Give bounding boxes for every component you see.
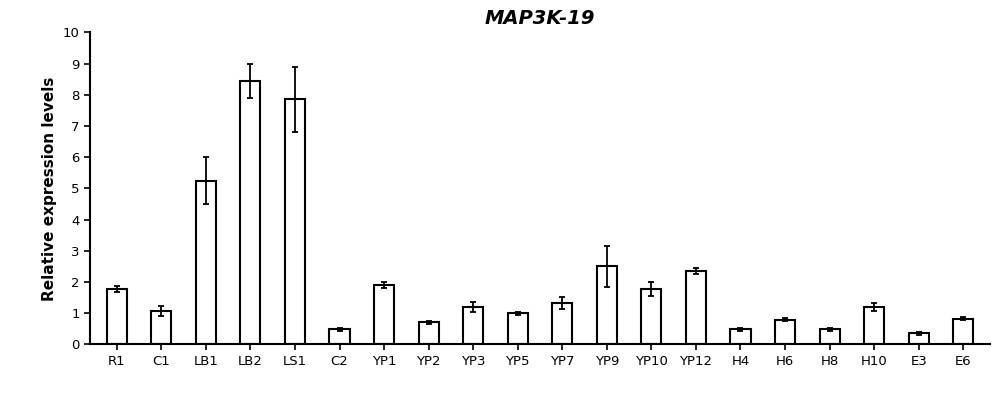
Bar [508,313,528,344]
Bar [552,303,572,344]
Bar [775,320,795,344]
Bar [285,100,305,344]
Bar [151,311,171,344]
Bar [463,307,483,344]
Bar [597,266,617,344]
Bar [374,285,394,344]
Bar [196,181,216,344]
Bar [820,329,840,344]
Y-axis label: Relative expression levels: Relative expression levels [42,76,57,301]
Bar [909,333,929,344]
Bar [240,81,260,344]
Bar [107,289,127,344]
Title: MAP3K-19: MAP3K-19 [485,9,595,28]
Bar [953,319,973,344]
Bar [419,322,439,344]
Bar [686,271,706,344]
Bar [329,329,350,344]
Bar [730,329,751,344]
Bar [864,307,884,344]
Bar [641,289,661,344]
